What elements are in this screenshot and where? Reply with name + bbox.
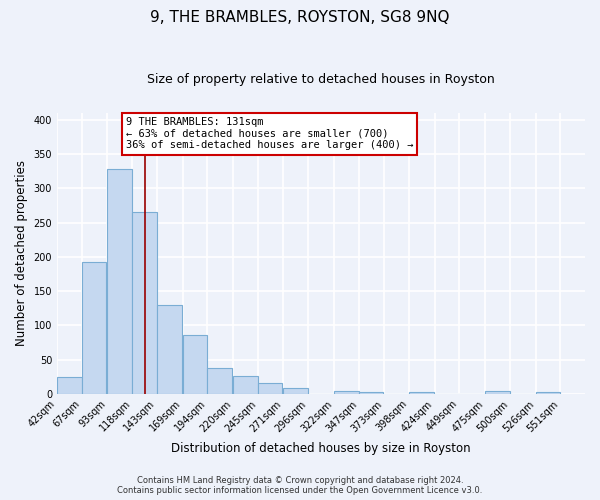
Bar [182, 335, 208, 394]
Text: 9, THE BRAMBLES, ROYSTON, SG8 9NQ: 9, THE BRAMBLES, ROYSTON, SG8 9NQ [150, 10, 450, 25]
Bar [283, 388, 308, 394]
Bar [82, 262, 106, 394]
Y-axis label: Number of detached properties: Number of detached properties [15, 160, 28, 346]
Bar [107, 169, 132, 394]
Bar [233, 376, 258, 394]
Bar [208, 368, 232, 394]
Bar [258, 383, 283, 394]
Title: Size of property relative to detached houses in Royston: Size of property relative to detached ho… [147, 72, 495, 86]
Bar [536, 392, 560, 394]
Text: Contains HM Land Registry data © Crown copyright and database right 2024.
Contai: Contains HM Land Registry data © Crown c… [118, 476, 482, 495]
Bar [57, 377, 82, 394]
Bar [132, 212, 157, 394]
Bar [334, 391, 359, 394]
Bar [359, 392, 383, 394]
Text: 9 THE BRAMBLES: 131sqm
← 63% of detached houses are smaller (700)
36% of semi-de: 9 THE BRAMBLES: 131sqm ← 63% of detached… [125, 118, 413, 150]
Bar [485, 391, 510, 394]
Bar [157, 305, 182, 394]
X-axis label: Distribution of detached houses by size in Royston: Distribution of detached houses by size … [171, 442, 471, 455]
Bar [409, 392, 434, 394]
